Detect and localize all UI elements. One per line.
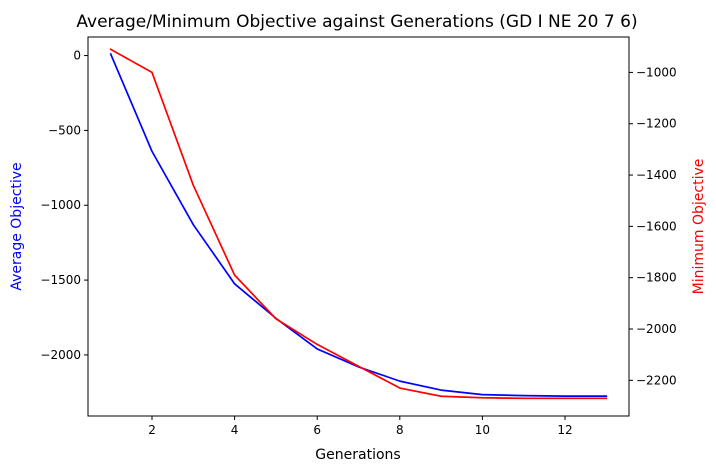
plot-area: 2 4 6 8 10 12 0 −500 −1000 −1500 −2000 −1000 −1200 −1… [40, 36, 677, 437]
x-tick-label: 10 [475, 423, 490, 437]
y-tick-label-right: −1600 [636, 219, 677, 233]
x-tick-label: 12 [557, 423, 572, 437]
x-axis-label: Generations [315, 447, 400, 463]
x-tick-label: 8 [396, 423, 404, 437]
y-tick-label-right: −1000 [636, 65, 677, 79]
y-tick-label-left: −1000 [40, 198, 81, 212]
plot-frame [87, 36, 630, 417]
y-tick-label-left: −1500 [40, 273, 81, 287]
y-tick-label-right: −1800 [636, 271, 677, 285]
y-tick-label-right: −1400 [636, 168, 677, 182]
x-tick-label: 6 [313, 423, 321, 437]
y-tick-label-left: −500 [48, 123, 81, 137]
series-line-average [109, 52, 608, 397]
y-tick-label-right: −1200 [636, 117, 677, 131]
y-tick-label-left: 0 [73, 49, 81, 63]
series-line-minimum [109, 48, 608, 400]
chart-title: Average/Minimum Objective against Genera… [76, 12, 637, 32]
y-axis-label-right: Minimum Objective [691, 159, 707, 295]
y-tick-label-right: −2200 [636, 373, 677, 387]
y-tick-label-right: −2000 [636, 322, 677, 336]
y-tick-label-left: −2000 [40, 348, 81, 362]
x-tick-label: 4 [231, 423, 239, 437]
x-tick-label: 2 [148, 423, 156, 437]
y-axis-label-left: Average Objective [9, 162, 25, 290]
